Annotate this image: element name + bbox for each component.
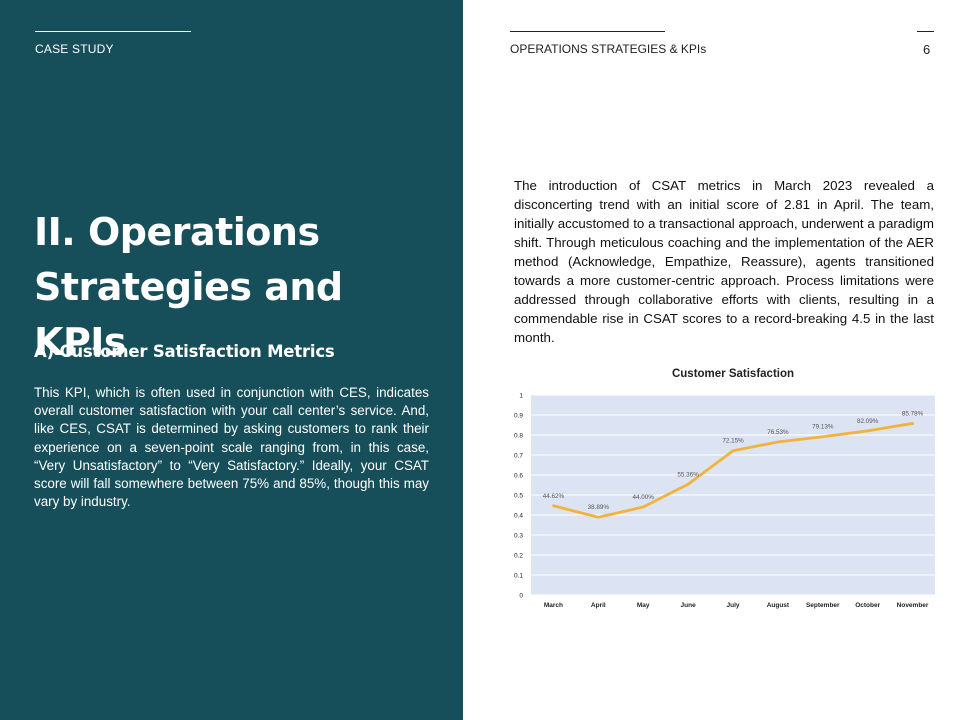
- left-panel: CASE STUDY II. Operations Strategies and…: [0, 0, 463, 720]
- page-number: 6: [923, 42, 931, 57]
- data-label: 85.78%: [902, 410, 924, 417]
- header-rule: [510, 31, 665, 32]
- x-tick-label: March: [544, 602, 563, 609]
- y-tick-label: 0.4: [514, 513, 523, 520]
- data-label: 38.89%: [588, 504, 610, 511]
- y-tick-label: 0.8: [514, 433, 523, 440]
- customer-satisfaction-chart: Customer Satisfaction 0 0.1 0.2 0.3 0.4 0.5 0.6…: [514, 368, 935, 609]
- section-header: CASE STUDY: [35, 42, 114, 56]
- data-label: 76.53%: [767, 429, 789, 436]
- x-tick-label: June: [681, 602, 697, 609]
- y-tick-label: 0.5: [514, 493, 523, 500]
- data-label: 44.00%: [633, 494, 655, 501]
- y-tick-label: 0.9: [514, 413, 523, 420]
- y-tick-label: 0.1: [514, 573, 523, 580]
- y-tick-label: 0: [519, 593, 523, 600]
- data-label: 55.36%: [677, 471, 699, 478]
- y-tick-label: 0.6: [514, 473, 523, 480]
- y-tick-label: 1: [519, 393, 523, 400]
- csat-narrative: The introduction of CSAT metrics in Marc…: [514, 178, 934, 345]
- chart-title: Customer Satisfaction: [672, 368, 794, 380]
- x-tick-label: November: [897, 602, 929, 609]
- data-label: 44.62%: [543, 493, 565, 500]
- data-label: 72.15%: [722, 438, 744, 445]
- y-tick-label: 0.7: [514, 453, 523, 460]
- x-tick-label: August: [767, 602, 790, 609]
- header-rule: [35, 31, 191, 32]
- section-subtitle: A) Customer Satisfaction Metrics: [34, 342, 335, 361]
- page-title: II. Operations Strategies and KPIs: [34, 210, 343, 364]
- page-number-rule: [917, 31, 934, 32]
- data-label: 82.09%: [857, 418, 879, 425]
- kpi-description: This KPI, which is often used in conjunc…: [34, 385, 429, 510]
- x-tick-label: September: [806, 602, 840, 609]
- x-tick-label: July: [726, 602, 739, 609]
- x-tick-label: April: [591, 602, 606, 609]
- series-line: [552, 422, 914, 519]
- x-tick-label: October: [855, 602, 880, 609]
- data-label: 79.13%: [812, 424, 834, 431]
- y-tick-label: 0.3: [514, 533, 523, 540]
- x-tick-label: May: [637, 602, 650, 609]
- section-header: OPERATIONS STRATEGIES & KPIs: [510, 42, 707, 56]
- y-tick-label: 0.2: [514, 553, 523, 560]
